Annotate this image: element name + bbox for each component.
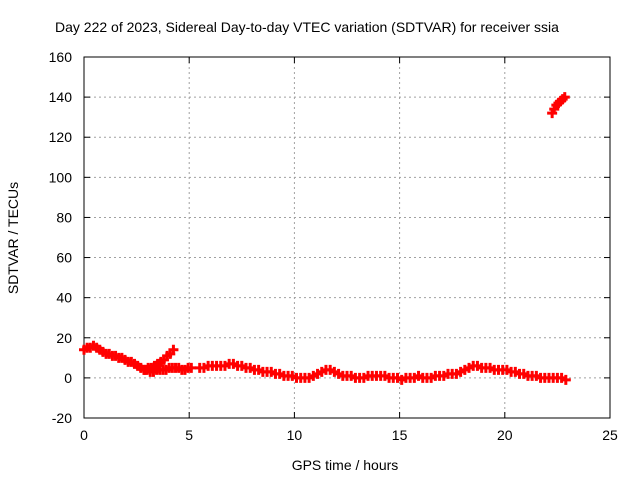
data-point-spike-9: [168, 344, 179, 355]
y-tick-label-1: 0: [64, 370, 72, 386]
axis-ticks: 0 5 10 15 20 25 -20 0 20 40 60 80 100 120 140 160: [49, 49, 618, 443]
y-axis-title: SDTVAR / TECUs: [5, 182, 21, 294]
y-tick-label-7: 120: [49, 129, 73, 145]
x-tick-label-3: 15: [392, 427, 408, 443]
x-tick-label-5: 25: [602, 427, 618, 443]
grid: [84, 57, 610, 418]
y-tick-label-8: 140: [49, 89, 73, 105]
y-tick-label-9: 160: [49, 49, 73, 65]
data-point-main-34: [186, 362, 197, 373]
x-tick-label-1: 5: [185, 427, 193, 443]
plot-frame: [83, 56, 611, 419]
data-points: [79, 92, 571, 385]
x-tick-label-0: 0: [80, 427, 88, 443]
y-tick-label-4: 60: [56, 250, 72, 266]
y-tick-label-2: 20: [56, 330, 72, 346]
data-point-main-122: [560, 374, 571, 385]
data-point-late-high-6: [559, 92, 570, 103]
x-tick-label-4: 20: [497, 427, 513, 443]
x-tick-label-2: 10: [287, 427, 303, 443]
y-tick-label-3: 40: [56, 290, 72, 306]
y-tick-label-5: 80: [56, 209, 72, 225]
y-tick-label-6: 100: [49, 169, 73, 185]
y-tick-label-0: -20: [52, 410, 72, 426]
chart-title: Day 222 of 2023, Sidereal Day-to-day VTE…: [55, 19, 559, 35]
x-axis-title: GPS time / hours: [292, 457, 399, 473]
